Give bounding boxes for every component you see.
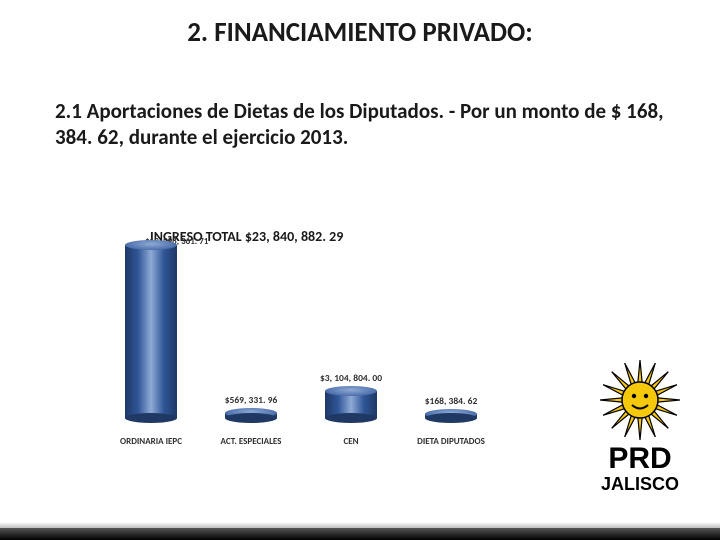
sun-icon: PRDJALISCO: [580, 350, 700, 500]
bar-value-3: $168, 384. 62: [410, 395, 492, 407]
svg-text:PRD: PRD: [608, 442, 671, 475]
slide-subtitle-text: 2.1 Aportaciones de Dietas de los Diputa…: [55, 98, 664, 150]
bar-value-1: $569, 331. 96: [210, 394, 292, 406]
bar-0: [125, 240, 177, 423]
bar-1: [225, 408, 277, 423]
svg-text:JALISCO: JALISCO: [601, 474, 679, 494]
bar-category-3: DIETA DIPUTADOS: [403, 436, 499, 447]
bar-2: [325, 386, 377, 423]
slide-title: 2. FINANCIAMIENTO PRIVADO:: [0, 18, 720, 48]
slide-subtitle: 2.1 Aportaciones de Dietas de los Diputa…: [55, 98, 665, 151]
bar-value-2: $3, 104, 804. 00: [310, 372, 392, 384]
bar-3: [425, 409, 477, 423]
bar-category-2: CEN: [303, 436, 399, 447]
bar-category-1: ACT. ESPECIALES: [203, 436, 299, 447]
slide-root: { "title": { "text": "2. FINANCIAMIENTO …: [0, 0, 720, 540]
footer-bar: [0, 528, 720, 540]
prd-jalisco-logo: PRDJALISCO: [580, 350, 700, 500]
income-chart: INGRESO TOTAL $23, 840, 882. 29$19, 998,…: [105, 230, 535, 455]
bar-category-0: ORDINARIA IEPC: [103, 436, 199, 447]
slide-title-text: 2. FINANCIAMIENTO PRIVADO:: [187, 16, 533, 49]
